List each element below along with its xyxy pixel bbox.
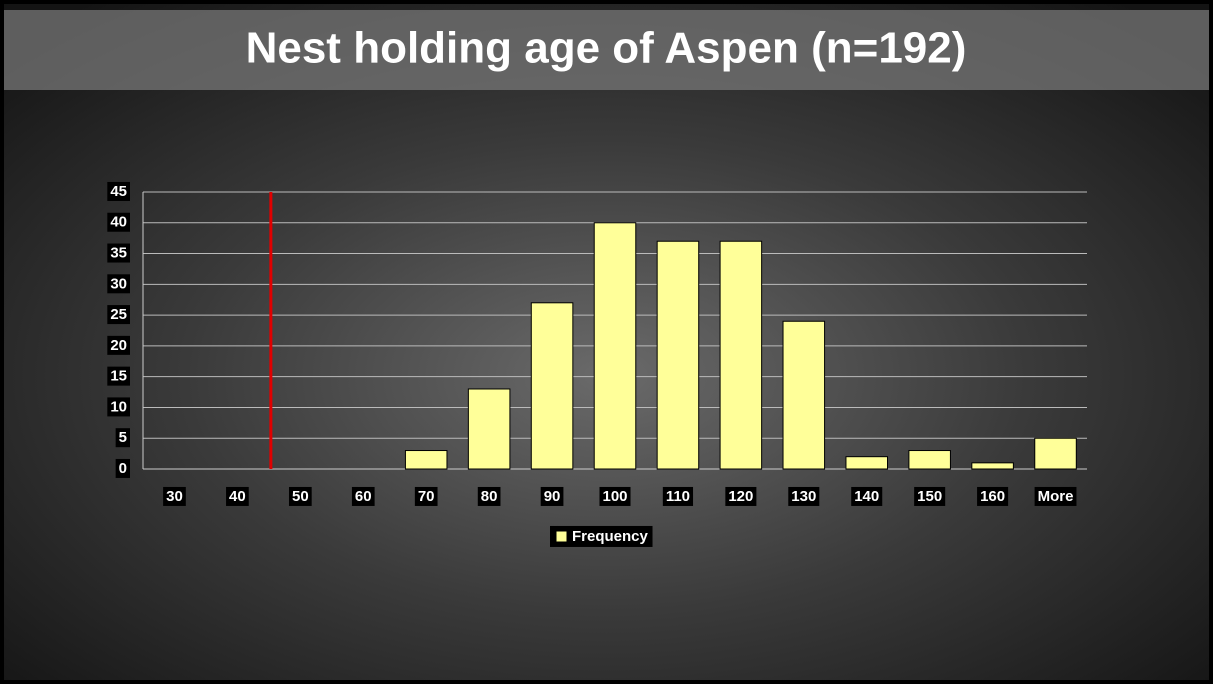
x-tick-label: 40 [229,488,246,505]
bar [404,450,448,470]
y-tick-label: 40 [110,214,127,231]
x-tick-label-bg [599,486,631,506]
y-tick-label-bg [107,274,130,294]
y-tick-label: 5 [119,429,127,446]
y-tick-label-bg [107,366,130,386]
x-tick-label: 130 [791,488,816,505]
x-tick-label-bg [226,486,249,506]
legend-label: Frequency [572,528,649,545]
x-tick-label: 110 [666,488,690,505]
y-tick-label-bg [107,305,130,325]
bar [782,320,826,470]
y-tick-label: 20 [110,337,127,354]
chart-title: Nest holding age of Aspen (n=192) [246,24,967,73]
y-tick-label-bg [115,458,130,478]
x-tick-label: 100 [602,488,627,505]
x-tick-label-bg [662,486,694,506]
x-tick-label-bg [477,486,501,506]
x-tick-label: More [1038,488,1074,505]
y-tick-label-bg [107,335,130,355]
x-tick-label: 160 [980,488,1005,505]
bar [1034,437,1077,470]
x-tick-label: 70 [418,488,435,505]
x-tick-label-bg [414,486,438,506]
y-tick-label: 45 [110,183,127,200]
y-tick-label-bg [107,397,130,417]
x-tick-label-bg [788,486,820,506]
x-tick-label: 50 [292,488,309,505]
bar [845,456,889,470]
x-tick-label: 30 [166,488,183,505]
x-tick-label-bg [851,486,883,506]
x-tick-label: 90 [544,488,561,505]
x-tick-label: 120 [728,488,753,505]
y-tick-label-bg [107,181,130,201]
legend-swatch [555,530,568,543]
y-tick-label: 30 [110,275,127,292]
x-tick-label-bg [914,486,946,506]
bar [530,302,574,470]
bar [656,240,700,470]
bar [593,222,637,470]
bar [971,462,1014,470]
bar [719,240,763,470]
x-tick-label-bg [977,486,1009,506]
y-tick-label: 25 [110,306,127,323]
x-tick-label: 80 [481,488,498,505]
y-tick-label: 35 [110,245,127,262]
x-tick-label-bg [1034,486,1077,506]
y-tick-label: 15 [110,368,127,385]
y-tick-label-bg [107,212,130,232]
y-tick-label: 0 [119,460,127,477]
x-tick-label: 60 [355,488,372,505]
x-tick-label-bg [351,486,375,506]
x-tick-label-bg [725,486,757,506]
y-tick-label-bg [107,243,130,263]
x-tick-label-bg [163,486,186,506]
bar [908,450,951,470]
x-tick-label-bg [540,486,564,506]
bar [467,388,511,470]
x-tick-label: 150 [917,488,942,505]
y-tick-label: 10 [110,398,127,415]
title-band [4,10,1209,90]
x-tick-label: 140 [854,488,879,505]
y-tick-label-bg [115,428,130,448]
x-tick-label-bg [288,486,312,506]
legend-bg [550,525,653,547]
